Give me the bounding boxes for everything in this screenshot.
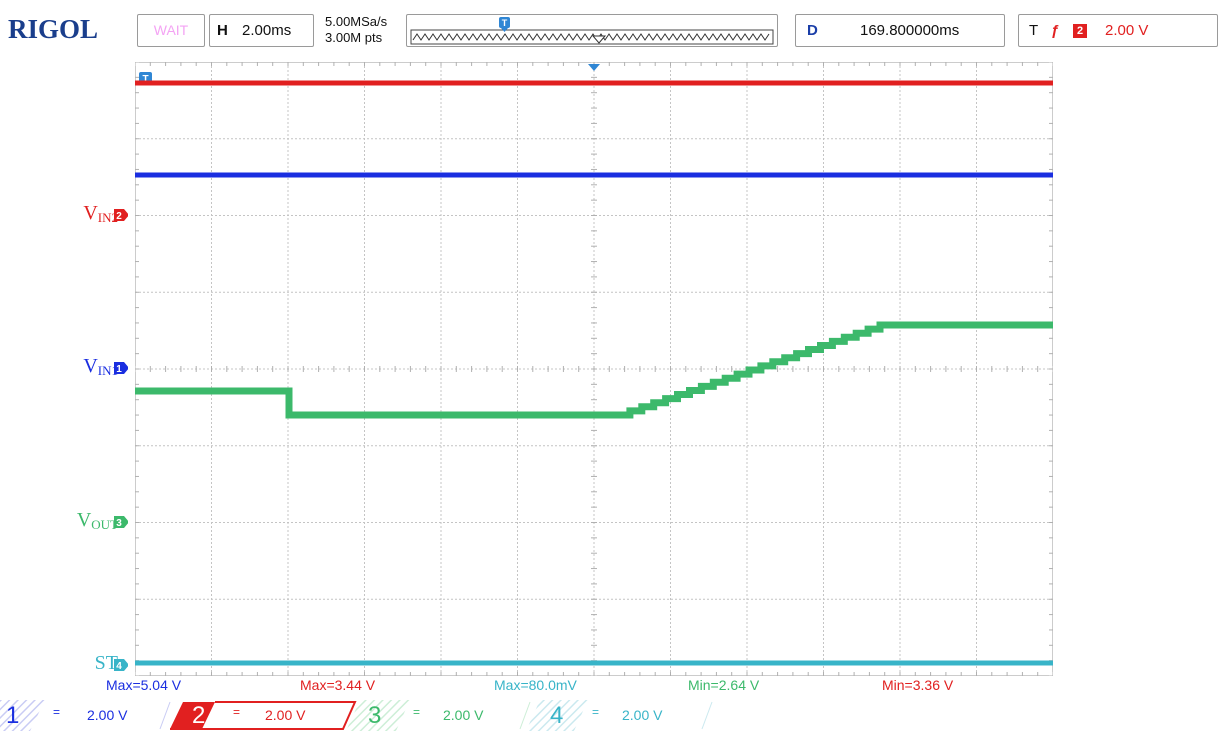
svg-text:4: 4 xyxy=(116,661,122,671)
sample-rate: 5.00MSa/s xyxy=(325,14,388,29)
trigger-level: 2.00 V xyxy=(1105,22,1149,39)
ch4-number: 4 xyxy=(550,702,564,729)
horizontal-timebase[interactable]: H 2.00ms xyxy=(209,14,314,47)
ch1-scale: 2.00 V xyxy=(87,707,128,723)
ch3-trace xyxy=(135,321,1053,419)
dc-coupling-icon: = xyxy=(233,705,241,719)
acquisition-info: 5.00MSa/s 3.00M pts xyxy=(325,14,387,46)
svg-text:T: T xyxy=(502,18,508,28)
run-status-badge[interactable]: WAIT xyxy=(137,14,205,47)
dc-coupling-icon: = xyxy=(592,705,600,719)
channel-label-1: VIN1 xyxy=(83,355,118,379)
ch3-scale: 2.00 V xyxy=(443,707,484,723)
svg-text:T: T xyxy=(142,74,148,85)
channel-offset-marker-icon[interactable]: 3 xyxy=(114,516,128,528)
channel-label-sub: OUT xyxy=(91,517,118,532)
channel-offset-marker-icon[interactable]: 1 xyxy=(114,362,128,374)
channel-label-2: VIN2 xyxy=(83,202,118,226)
graticule-grid xyxy=(135,62,1053,676)
channel-label-4: ST xyxy=(95,652,118,675)
memory-position-marker xyxy=(591,35,607,44)
ch1-number: 1 xyxy=(6,702,20,729)
delay-label: D xyxy=(807,22,818,39)
svg-text:3: 3 xyxy=(116,518,122,528)
ch2-tab-fill xyxy=(170,702,215,729)
trigger-source-badge: 2 xyxy=(1073,24,1087,38)
measurement-ch2-max: Max=3.44 V xyxy=(300,677,376,693)
channel-label-3: VOUT xyxy=(77,509,118,533)
measurement-ch4-max: Max=80.0mV xyxy=(494,677,577,693)
rising-edge-icon: ƒ xyxy=(1051,22,1060,39)
measurement-ch2-min: Min=3.36 V xyxy=(882,677,954,693)
channel-1-tab[interactable]: 1 = 2.00 V xyxy=(0,700,170,731)
measurement-ch3-min: Min=2.64 V xyxy=(688,677,760,693)
top-status-bar: RIGOL WAIT H 2.00ms 5.00MSa/s 3.00M pts … xyxy=(0,0,1223,60)
svg-text:1: 1 xyxy=(116,364,122,374)
dc-coupling-icon: = xyxy=(413,705,421,719)
channel-2-tab[interactable]: 2 = 2.00 V xyxy=(170,700,350,731)
memory-depth: 3.00M pts xyxy=(325,30,383,45)
channel-offset-marker-icon[interactable]: 4 xyxy=(114,659,128,671)
ch4-scale: 2.00 V xyxy=(622,707,663,723)
channel-4-tab[interactable]: 4 = 2.00 V xyxy=(526,700,712,731)
channel-label-main: V xyxy=(83,355,98,377)
memory-waveform-icon: T xyxy=(410,17,774,45)
trigger-time-marker-icon xyxy=(588,64,600,71)
channel-label-main: V xyxy=(76,509,92,531)
horizontal-scale-value: 2.00ms xyxy=(242,22,292,39)
channel-offset-marker-icon[interactable]: 2 xyxy=(114,209,128,221)
delay-value: 169.800000ms xyxy=(860,22,960,39)
delay-display[interactable]: D 169.800000ms xyxy=(795,14,1005,47)
brand-logo: RIGOL xyxy=(8,14,99,44)
trigger-position-icon: T xyxy=(499,17,510,32)
channel-3-tab[interactable]: 3 = 2.00 V xyxy=(350,700,526,731)
svg-text:2: 2 xyxy=(116,211,122,221)
channel-bar xyxy=(0,700,713,731)
channel-label-sub: IN1 xyxy=(97,363,118,378)
dc-coupling-icon: = xyxy=(53,705,61,719)
channel-label-sub: IN2 xyxy=(97,210,118,225)
ch3-tab-hatch xyxy=(346,700,410,731)
ch4-tab-hatch xyxy=(526,700,588,731)
ch3-number: 3 xyxy=(368,702,382,729)
ch2-scale: 2.00 V xyxy=(265,707,306,723)
ch2-number: 2 xyxy=(192,702,206,729)
trigger-label: T xyxy=(1029,22,1039,39)
measurement-ch1-max: Max=5.04 V xyxy=(106,677,182,693)
waveform-display[interactable]: T xyxy=(135,62,1053,676)
trigger-display[interactable]: T ƒ 2 2.00 V xyxy=(1018,14,1218,47)
channel-label-main: V xyxy=(83,202,98,224)
ch1-tab-hatch xyxy=(0,700,45,731)
horizontal-label: H xyxy=(217,22,228,39)
channel-label-main: ST xyxy=(94,652,118,674)
memory-overview-bar[interactable]: T xyxy=(406,14,778,47)
